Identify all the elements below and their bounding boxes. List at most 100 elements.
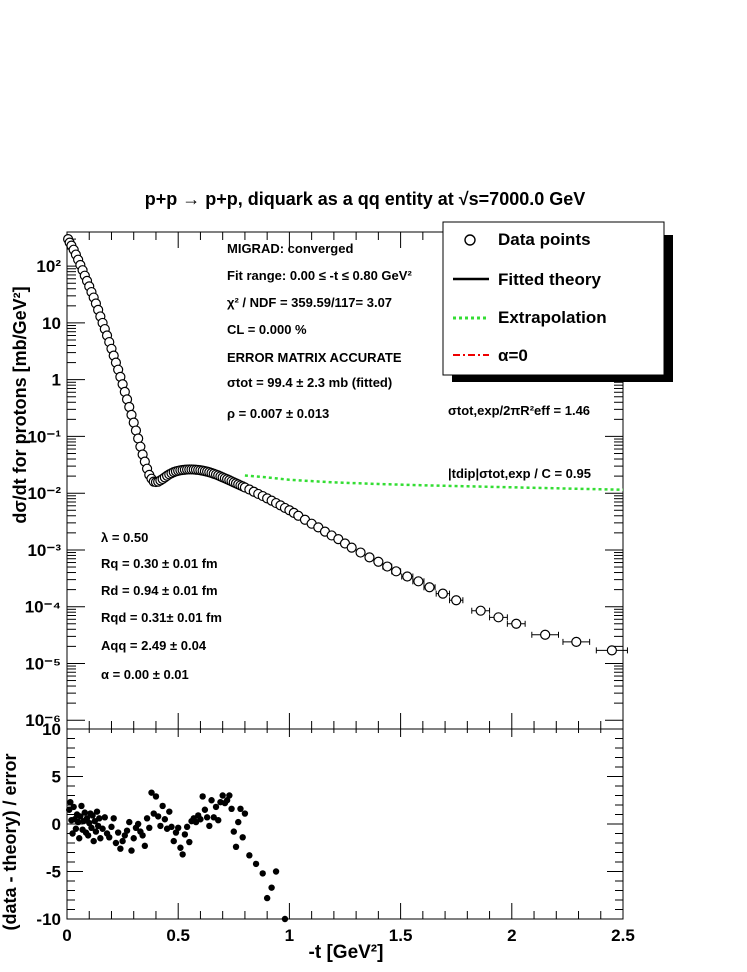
legend-label-data: Data points <box>498 230 591 249</box>
param-lambda: λ = 0.50 <box>101 530 148 545</box>
y-tick-label: 10² <box>36 257 61 276</box>
residual-point <box>208 797 215 804</box>
residual-point <box>117 845 124 852</box>
residual-point <box>177 844 184 851</box>
x-tick-label: 1 <box>285 926 294 945</box>
residual-point <box>199 793 206 800</box>
data-point <box>391 566 402 577</box>
residual-point <box>170 837 177 845</box>
data-point <box>133 433 144 444</box>
residual-point <box>168 823 175 831</box>
residual-point <box>252 860 260 868</box>
y-tick-label: 10⁻⁵ <box>25 654 61 673</box>
residual-point <box>139 832 146 839</box>
residual-point <box>197 816 204 823</box>
data-point <box>493 612 504 623</box>
residual-point <box>141 842 149 850</box>
residual-point <box>69 830 76 837</box>
residual-point <box>212 803 220 811</box>
residual-point <box>172 829 180 836</box>
data-point <box>437 588 448 599</box>
residual-point <box>81 809 88 816</box>
x-tick-label: 0.5 <box>166 926 190 945</box>
y-tick-label: 10⁻⁴ <box>25 598 61 617</box>
legend-label-extrapolation: Extrapolation <box>498 308 607 327</box>
param-alpha: α = 0.00 ± 0.01 <box>101 667 189 682</box>
residual-point <box>101 814 109 821</box>
residual-point <box>77 813 84 820</box>
y-axis-title-main: dσ/dt for protons [mb/GeV²] <box>10 286 30 523</box>
x-tick-label: 2.5 <box>611 926 635 945</box>
data-point <box>382 561 393 572</box>
param-aqq: Aqq = 2.49 ± 0.04 <box>101 638 207 653</box>
residual-plot-layer <box>66 789 289 923</box>
residual-point <box>128 847 135 854</box>
y-tick-label: 10⁻¹ <box>27 427 61 446</box>
y-tick-label: 5 <box>52 768 61 787</box>
residual-point <box>272 868 280 875</box>
parameter-box: λ = 0.50 Rq = 0.30 ± 0.01 fm Rd = 0.94 ±… <box>101 530 222 682</box>
y-tick-label: 10⁻⁶ <box>25 711 61 730</box>
residual-point <box>90 837 97 845</box>
param-rqd: Rqd = 0.31± 0.01 fm <box>101 610 222 625</box>
residual-point <box>166 808 173 815</box>
residual-point <box>228 805 235 812</box>
residual-point <box>89 812 96 819</box>
y-tick-label: 1 <box>52 371 61 390</box>
residual-point <box>88 824 95 831</box>
residual-point <box>235 818 242 826</box>
residual-point <box>70 803 77 811</box>
legend-label-alpha0: α=0 <box>498 346 528 365</box>
residual-point <box>119 837 126 845</box>
data-point <box>540 629 551 640</box>
residual-point <box>84 832 92 839</box>
y-tick-label: -10 <box>36 910 61 929</box>
data-point <box>413 576 424 587</box>
y-tick-label: 0 <box>52 815 61 834</box>
residual-point <box>237 805 244 812</box>
data-point <box>364 552 375 563</box>
residual-point <box>106 834 113 841</box>
residual-point <box>268 884 275 891</box>
data-point <box>571 636 582 647</box>
ratio-sigma-over-r-eff: σtot,exp/2πR²eff = 1.46 <box>448 403 590 418</box>
residual-point <box>181 831 189 838</box>
residual-point <box>123 827 131 834</box>
residual-point <box>161 816 169 823</box>
residual-point <box>126 818 133 826</box>
fit-sigma-tot: σtot = 99.4 ± 2.3 mb (fitted) <box>227 375 392 390</box>
residual-point <box>143 815 151 822</box>
residual-point <box>72 825 80 832</box>
residual-point <box>112 839 120 847</box>
residual-point <box>83 815 91 822</box>
fit-chi2: χ² / NDF = 359.59/117= 3.07 <box>227 295 392 310</box>
param-rq: Rq = 0.30 ± 0.01 fm <box>101 556 218 571</box>
y-tick-label: -5 <box>46 863 61 882</box>
x-tick-label: 1.5 <box>389 926 413 945</box>
residual-point <box>76 835 83 842</box>
residual-point <box>183 823 191 831</box>
residual-point <box>219 792 226 799</box>
residual-point <box>97 835 104 842</box>
residual-point <box>241 810 249 817</box>
residual-point <box>99 825 106 832</box>
residual-point <box>186 838 193 846</box>
residual-point <box>281 915 289 923</box>
residual-point <box>259 870 266 877</box>
extrapolation-curve <box>244 474 624 491</box>
x-tick-label: 2 <box>507 926 516 945</box>
ratio-tdip-sigma-over-c: |tdip|σtot,exp / C = 0.95 <box>448 466 591 481</box>
data-point <box>606 645 617 656</box>
residual-point <box>175 824 182 831</box>
residual-point <box>67 798 74 806</box>
residual-point <box>130 835 137 842</box>
data-point <box>511 618 522 629</box>
fit-range: Fit range: 0.00 ≤ -t ≤ 0.80 GeV² <box>227 268 412 283</box>
residual-point <box>146 824 153 831</box>
fit-cl: CL = 0.000 % <box>227 322 307 337</box>
residual-point <box>226 792 233 799</box>
residual-point <box>96 815 103 822</box>
residual-point <box>157 822 164 830</box>
data-point <box>402 571 413 582</box>
legend-box <box>442 221 665 376</box>
